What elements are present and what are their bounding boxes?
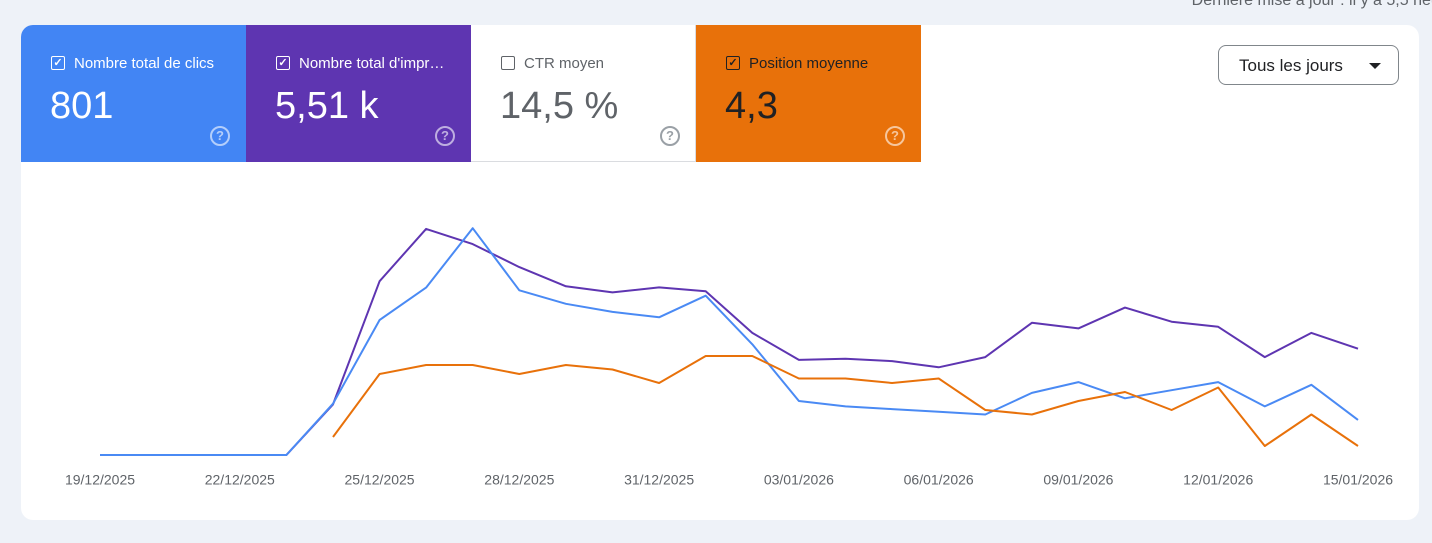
metric-card[interactable]: ✓Nombre total d'impressions5,51 k?: [246, 25, 471, 162]
series-line: [100, 227, 1359, 456]
metric-card[interactable]: ✓ Nombre total de clics 801?: [21, 25, 246, 162]
metric-card[interactable]: ✓ Position moyenne 4,3?: [696, 25, 921, 162]
checkbox: ✓: [276, 56, 290, 70]
help-icon: ?: [660, 126, 680, 146]
metric-value: 801: [50, 85, 114, 127]
checkbox: ✓: [51, 56, 65, 70]
help-icon: ?: [435, 126, 455, 146]
x-tick-label: 15/01/2026: [1323, 472, 1393, 488]
x-tick-label: 22/12/2025: [205, 472, 275, 488]
metric-value: 14,5 %: [500, 85, 619, 127]
x-tick-label: 19/12/2025: [65, 472, 135, 488]
x-tick-label: 09/01/2026: [1043, 472, 1113, 488]
metric-value: 4,3: [725, 85, 778, 127]
help-icon: ?: [210, 126, 230, 146]
help-icon: ?: [885, 126, 905, 146]
metric-card[interactable]: CTR moyen 14,5 %?: [471, 25, 696, 162]
x-tick-label: 03/01/2026: [764, 472, 834, 488]
series-line: [332, 355, 1359, 447]
dropdown-label: Tous les jours: [1239, 56, 1343, 75]
x-tick-label: 31/12/2025: [624, 472, 694, 488]
x-tick-label: 28/12/2025: [484, 472, 554, 488]
x-tick-label: 25/12/2025: [345, 472, 415, 488]
checkbox: ✓: [726, 56, 740, 70]
x-tick-label: 12/01/2026: [1183, 472, 1253, 488]
last-update: Dernière mise à jour : il y a 5,5 heures: [1191, 0, 1432, 9]
dropdown-arrow: [1369, 63, 1381, 69]
checkbox: [501, 56, 515, 70]
metric-value: 5,51 k: [275, 85, 379, 127]
panel: ✓ Nombre total de clics 801? ✓ Nombre total …: [21, 25, 1419, 520]
series-line: [100, 227, 1359, 456]
date-dropdown[interactable]: Tous les jours: [1218, 45, 1399, 85]
x-tick-label: 06/01/2026: [904, 472, 974, 488]
